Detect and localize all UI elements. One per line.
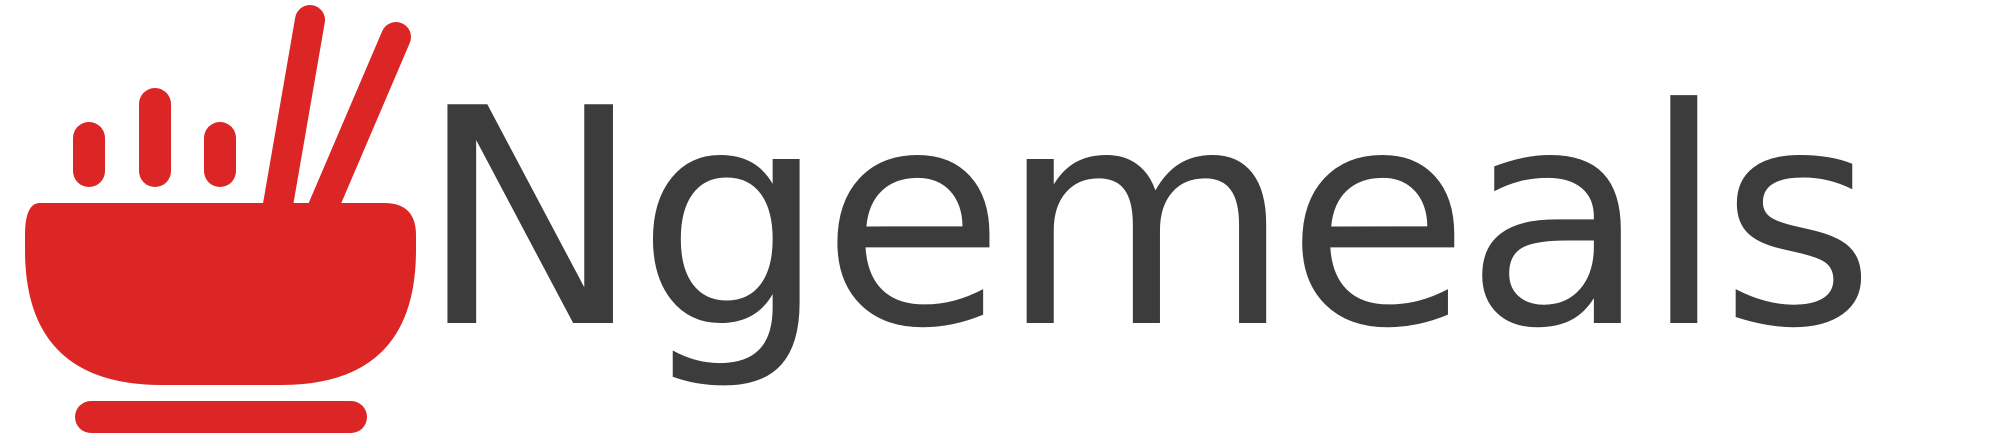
bowl-base [75, 401, 367, 433]
chopstick-right [322, 37, 396, 210]
brand-name: Ngemeals [418, 70, 1870, 370]
steam-line-right [204, 122, 236, 187]
bowl-with-chopsticks-icon [0, 0, 440, 439]
steam-line-left [73, 122, 105, 187]
bowl-body [25, 203, 416, 385]
steam-line-middle [139, 88, 171, 187]
chopstick-left [275, 20, 310, 222]
